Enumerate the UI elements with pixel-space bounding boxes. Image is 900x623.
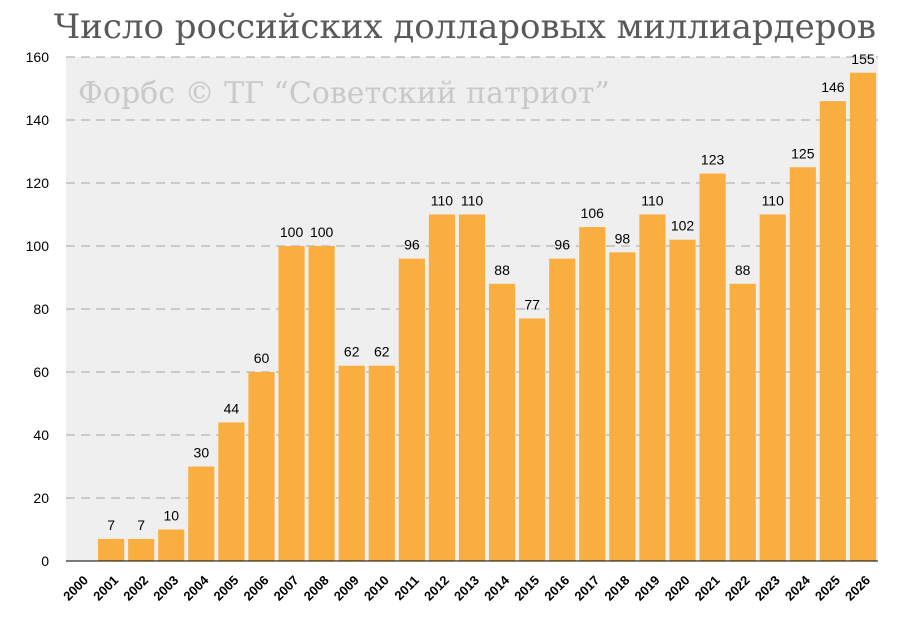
bar-2015 bbox=[519, 318, 546, 561]
bar-2019 bbox=[639, 214, 666, 561]
x-tick-label: 2005 bbox=[210, 573, 241, 604]
data-label-2008: 100 bbox=[310, 224, 334, 240]
x-tick-label: 2004 bbox=[180, 572, 212, 604]
data-label-2006: 60 bbox=[254, 350, 270, 366]
bar-2013 bbox=[458, 214, 486, 561]
y-tick-label: 140 bbox=[26, 112, 50, 128]
y-tick-label: 20 bbox=[33, 490, 49, 506]
x-tick-label: 2007 bbox=[271, 573, 302, 604]
x-tick-label: 2011 bbox=[391, 573, 422, 604]
y-tick-label: 160 bbox=[26, 49, 50, 65]
y-tick-label: 60 bbox=[33, 364, 49, 380]
bar-2009 bbox=[338, 365, 365, 561]
data-label-2002: 7 bbox=[137, 517, 145, 533]
data-label-2001: 7 bbox=[107, 517, 115, 533]
data-label-2017: 106 bbox=[581, 205, 605, 221]
data-label-2009: 62 bbox=[344, 344, 360, 360]
x-tick-label: 2003 bbox=[150, 573, 181, 604]
x-tick-label: 2006 bbox=[241, 573, 272, 604]
data-label-2019: 110 bbox=[641, 193, 664, 209]
x-tick-label: 2019 bbox=[632, 573, 663, 604]
bar-2018 bbox=[609, 252, 636, 562]
bar-2012 bbox=[428, 214, 456, 561]
y-tick-label: 100 bbox=[26, 238, 50, 254]
data-label-2018: 98 bbox=[615, 230, 631, 246]
x-tick-label: 2026 bbox=[842, 573, 873, 604]
data-label-2005: 44 bbox=[224, 400, 240, 416]
bar-2021 bbox=[699, 173, 726, 562]
bar-2020 bbox=[669, 239, 696, 561]
data-label-2007: 100 bbox=[280, 224, 304, 240]
data-label-2020: 102 bbox=[671, 218, 695, 234]
y-tick-label: 80 bbox=[33, 301, 49, 317]
y-tick-label: 40 bbox=[33, 427, 49, 443]
bar-2006 bbox=[248, 372, 275, 561]
bar-2024 bbox=[789, 167, 816, 561]
bar-2004 bbox=[188, 466, 215, 561]
bar-2017 bbox=[579, 227, 606, 561]
bar-2008 bbox=[308, 246, 335, 561]
chart-subtitle-watermark: Форбс © ТГ “Советский патриот” bbox=[78, 76, 610, 111]
x-tick-label: 2001 bbox=[90, 573, 121, 604]
x-tick-label: 2002 bbox=[120, 573, 151, 604]
x-tick-label: 2022 bbox=[722, 573, 753, 604]
x-tick-label: 2013 bbox=[451, 573, 482, 604]
x-tick-label: 2008 bbox=[301, 573, 332, 604]
y-tick-label: 0 bbox=[41, 553, 49, 569]
bar-2007 bbox=[278, 246, 305, 561]
data-label-2021: 123 bbox=[701, 152, 725, 168]
x-tick-label: 2016 bbox=[541, 573, 572, 604]
bar-2003 bbox=[158, 529, 185, 561]
bar-2005 bbox=[218, 422, 245, 561]
x-tick-label: 2024 bbox=[782, 572, 814, 604]
bar-2025 bbox=[819, 101, 846, 561]
data-label-2024: 125 bbox=[791, 145, 815, 161]
data-label-2013: 110 bbox=[461, 193, 484, 209]
data-label-2003: 10 bbox=[163, 508, 179, 524]
bar-2023 bbox=[759, 214, 786, 561]
bar-2016 bbox=[549, 258, 576, 561]
x-tick-label: 2010 bbox=[361, 573, 392, 604]
x-tick-label: 2025 bbox=[812, 573, 843, 604]
data-label-2010: 62 bbox=[374, 344, 390, 360]
x-tick-label: 2014 bbox=[481, 572, 513, 604]
data-label-2025: 146 bbox=[821, 79, 845, 95]
data-label-2014: 88 bbox=[494, 262, 510, 278]
bar-2001 bbox=[98, 538, 125, 561]
data-label-2015: 77 bbox=[524, 296, 540, 312]
x-tick-label: 2023 bbox=[752, 573, 783, 604]
bar-2022 bbox=[729, 283, 756, 561]
data-label-2016: 96 bbox=[554, 237, 570, 253]
data-label-2022: 88 bbox=[735, 262, 751, 278]
bar-2026 bbox=[849, 72, 877, 561]
chart-title: Число российских долларовых миллиардеров bbox=[54, 7, 876, 47]
data-label-2026: 155 bbox=[851, 51, 875, 67]
bar-2010 bbox=[368, 365, 395, 561]
x-tick-label: 2021 bbox=[692, 573, 723, 604]
data-label-2004: 30 bbox=[194, 445, 210, 461]
x-tick-label: 2017 bbox=[571, 573, 602, 604]
data-label-2023: 110 bbox=[762, 193, 785, 209]
x-tick-label: 2018 bbox=[601, 573, 632, 604]
bar-2002 bbox=[128, 538, 155, 561]
x-tick-label: 2012 bbox=[421, 573, 452, 604]
bar-2014 bbox=[488, 283, 516, 561]
x-tick-label: 2020 bbox=[662, 573, 693, 604]
bar-2011 bbox=[398, 258, 425, 561]
data-label-2011: 96 bbox=[404, 237, 420, 253]
x-tick-label: 2015 bbox=[511, 573, 542, 604]
data-label-2012: 110 bbox=[431, 193, 454, 209]
y-tick-label: 120 bbox=[26, 175, 50, 191]
x-tick-label: 2000 bbox=[60, 573, 91, 604]
x-tick-label: 2009 bbox=[331, 573, 362, 604]
